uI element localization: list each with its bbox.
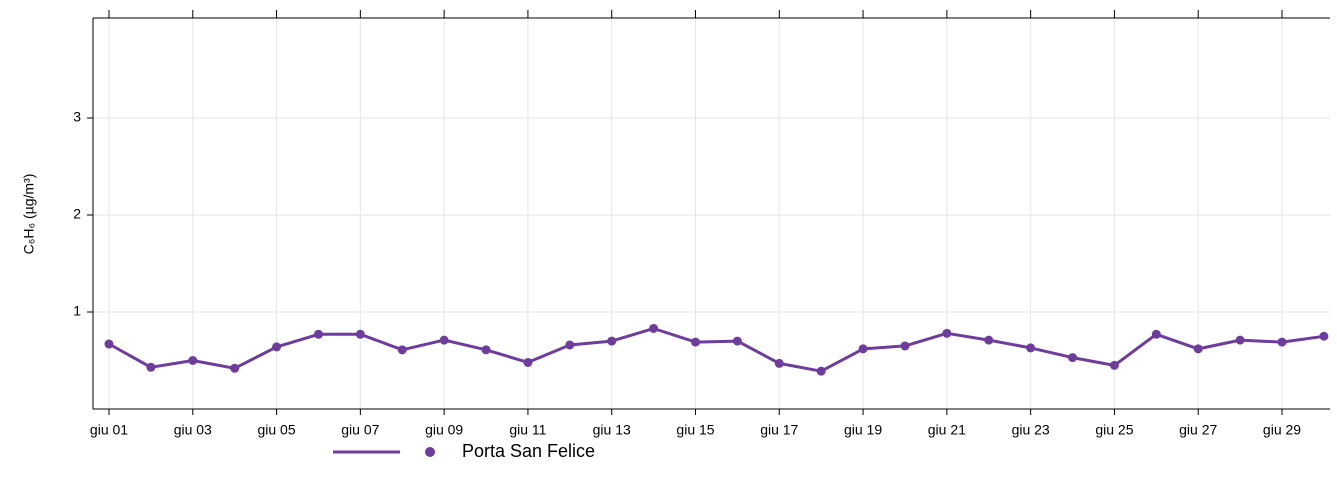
point: [230, 363, 240, 373]
y-tick-label: 3: [73, 109, 81, 125]
point: [1151, 329, 1161, 339]
x-tick-label: giu 29: [1263, 422, 1301, 438]
point: [1319, 331, 1329, 341]
point: [1068, 353, 1078, 363]
point: [397, 345, 407, 355]
x-tick-label: giu 15: [676, 422, 714, 438]
point: [1026, 343, 1036, 353]
x-tick-label: giu 27: [1179, 422, 1217, 438]
x-tick-label: giu 07: [341, 422, 379, 438]
point: [774, 358, 784, 368]
x-tick-label: giu 05: [257, 422, 295, 438]
series-line: [108, 327, 1325, 373]
x-tick-label: giu 09: [425, 422, 463, 438]
point: [272, 342, 282, 352]
point: [858, 344, 868, 354]
x-tick-label: giu 13: [593, 422, 631, 438]
x-tick-label: giu 11: [509, 422, 546, 438]
x-tick-label: giu 03: [174, 422, 212, 438]
point: [146, 362, 156, 372]
point: [1109, 360, 1119, 370]
point: [1193, 344, 1203, 354]
x-tick-label: giu 23: [1012, 422, 1050, 438]
x-tick-label: giu 17: [760, 422, 798, 438]
legend-point: [425, 447, 435, 457]
x-tick-label: giu 19: [844, 422, 882, 438]
point: [942, 328, 952, 338]
y-tick-label: 2: [73, 206, 81, 222]
point: [732, 336, 742, 346]
point: [355, 329, 365, 339]
point: [691, 337, 700, 347]
y-tick-label: 1: [73, 303, 81, 319]
point: [481, 345, 491, 355]
x-tick-label: giu 25: [1095, 422, 1133, 438]
point: [188, 356, 198, 365]
point: [565, 340, 575, 350]
y-axis-label: C₆H₆ (µg/m³): [21, 174, 37, 255]
point: [816, 366, 826, 376]
point: [900, 341, 910, 351]
point: [104, 339, 114, 349]
point: [1235, 335, 1245, 345]
x-tick-label: giu 01: [90, 422, 128, 438]
point: [607, 336, 617, 346]
point: [313, 329, 323, 339]
point: [439, 335, 449, 345]
point: [984, 335, 994, 345]
x-tick-label: giu 21: [928, 422, 966, 438]
legend-label: Porta San Felice: [462, 441, 595, 461]
point: [523, 357, 533, 367]
point: [649, 323, 659, 333]
point: [1277, 337, 1287, 347]
